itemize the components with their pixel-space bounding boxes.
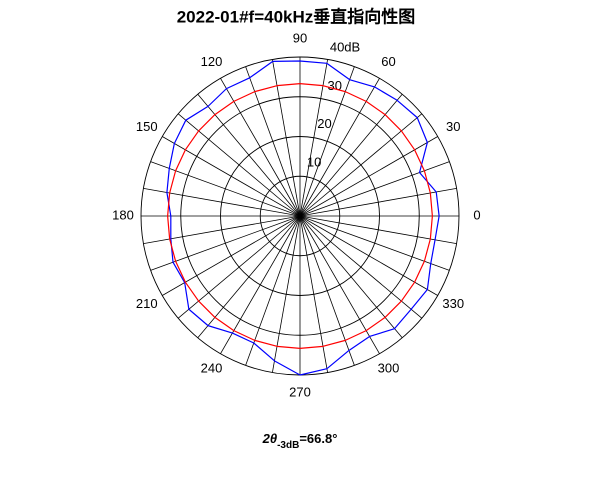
series-line	[167, 83, 433, 349]
theta-tick-label: 0	[473, 207, 480, 222]
series-line	[166, 60, 440, 376]
grid-circle	[220, 136, 380, 296]
theta-tick-label: 300	[378, 361, 400, 376]
r-tick-label: 40dB	[330, 39, 360, 54]
grid-circle	[259, 175, 341, 257]
theta-tick-label: 270	[289, 384, 311, 399]
theta-tick-label: 330	[442, 296, 464, 311]
theta-tick-label: 150	[136, 119, 158, 134]
annotation-prefix: 2θ	[262, 431, 277, 446]
theta-tick-label: 120	[201, 54, 223, 69]
theta-tick-label: 210	[136, 296, 158, 311]
grid-circle	[180, 96, 420, 336]
chart-title: 2022-01#f=40kHz垂直指向性图	[177, 6, 416, 26]
theta-tick-label: 90	[293, 30, 307, 45]
theta-tick-label: 60	[381, 54, 395, 69]
annotation: 2θ-3dB=66.8°	[262, 431, 338, 450]
theta-tick-label: 180	[112, 207, 134, 222]
annotation-subscript: -3dB	[277, 440, 299, 451]
r-tick-label: 20	[317, 116, 331, 131]
theta-tick-label: 240	[201, 361, 223, 376]
annotation-suffix: =66.8°	[299, 431, 337, 446]
r-tick-label: 30	[328, 78, 342, 93]
theta-tick-label: 30	[446, 119, 460, 134]
r-tick-label: 10	[307, 155, 321, 170]
